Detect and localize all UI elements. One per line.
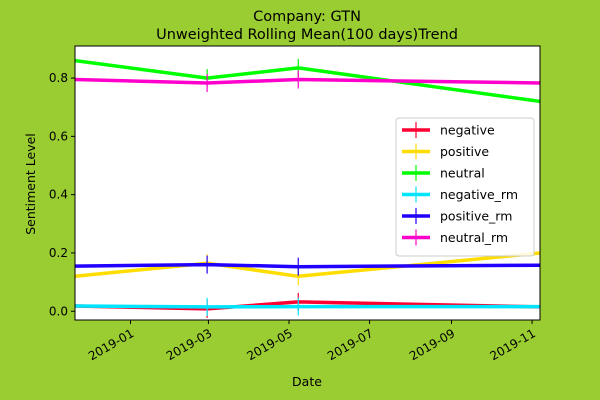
x-tick-label: 2019-07 <box>325 326 375 363</box>
y-tick-label: 0.6 <box>49 129 68 143</box>
y-tick-label: 0.0 <box>49 304 68 318</box>
y-tick-label: 0.2 <box>49 246 68 260</box>
x-tick-label: 2019-05 <box>244 326 294 363</box>
legend-box <box>395 117 535 257</box>
y-tick-label: 0.8 <box>49 71 68 85</box>
x-tick-label: 2019-01 <box>86 326 136 363</box>
series-layer <box>75 58 540 318</box>
chart-subtitle: Unweighted Rolling Mean(100 days)Trend <box>156 27 458 43</box>
x-tick-label: 2019-09 <box>407 326 457 363</box>
plot-frame <box>74 45 541 321</box>
series-line-positive_rm <box>75 262 540 269</box>
legend-label-neutral_rm: neutral_rm <box>440 230 508 245</box>
x-tick-label: 2019-03 <box>164 326 214 363</box>
series-line-neutral_rm <box>75 77 540 85</box>
legend-label-negative: negative <box>440 123 495 138</box>
series-line-neutral <box>75 58 540 104</box>
x-axis-label: Date <box>292 374 322 389</box>
legend: negative positive neutral negative_rmpositi… <box>395 117 535 257</box>
chart-title: Company: GTN <box>253 9 361 25</box>
y-tick-label: 0.4 <box>49 188 68 202</box>
legend-label-negative_rm: negative_rm <box>440 187 518 202</box>
y-axis-label: Sentiment Level <box>23 133 38 235</box>
x-tick-label: 2019-11 <box>488 326 538 363</box>
legend-label-positive_rm: positive_rm <box>440 209 512 224</box>
series-line-negative_rm <box>75 304 540 309</box>
legend-label-neutral: neutral <box>440 166 485 181</box>
legend-label-positive: positive <box>440 144 489 159</box>
